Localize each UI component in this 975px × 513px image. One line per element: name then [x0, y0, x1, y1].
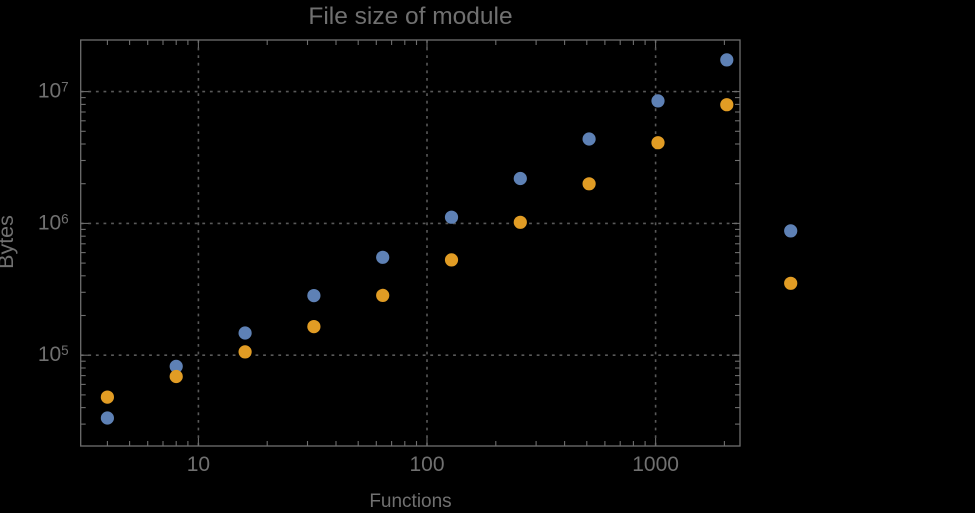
svg-text:Bytes: Bytes	[0, 215, 18, 269]
svg-text:Functions: Functions	[369, 491, 451, 512]
svg-text:1000: 1000	[632, 453, 679, 476]
svg-text:File size of module: File size of module	[308, 3, 512, 30]
svg-text:100: 100	[409, 453, 444, 476]
svg-text:10: 10	[187, 453, 210, 476]
